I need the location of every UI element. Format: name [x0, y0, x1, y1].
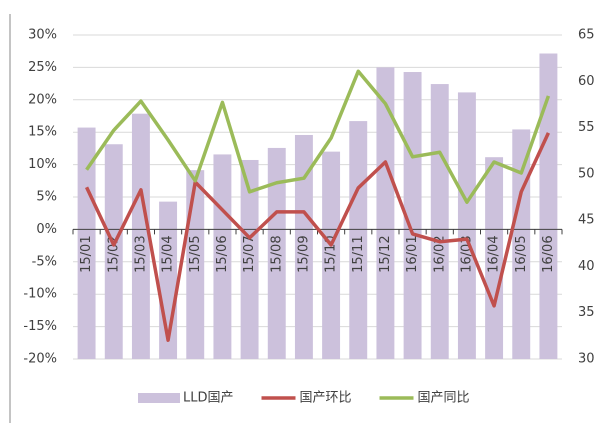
line [85, 132, 551, 342]
y2-tick-label: 45 [578, 213, 595, 228]
y-tick-label: 25% [28, 60, 57, 75]
bar [77, 127, 96, 359]
y2-tick-label: 30 [578, 352, 595, 367]
x-tick-label: 16/05 [514, 235, 529, 272]
x-tick-label: 15/03 [133, 235, 148, 272]
x-tick-label: 15/11 [351, 235, 366, 272]
legend-label: 国产环比 [300, 391, 352, 406]
bar [457, 92, 476, 359]
x-tick-label: 15/12 [378, 235, 393, 272]
x-tick-label: 16/06 [541, 235, 556, 272]
bar [267, 147, 286, 359]
y-tick-label: -10% [23, 287, 57, 302]
bar [349, 121, 368, 359]
y-tick-label: -20% [23, 352, 57, 367]
y2-tick-label: 50 [578, 166, 595, 181]
bar [403, 72, 422, 360]
bar [512, 129, 531, 359]
y2-tick-label: 35 [578, 305, 595, 320]
x-tick-label: 15/02 [106, 235, 121, 272]
legend-label: 国产同比 [418, 391, 470, 406]
y2-tick-label: 40 [578, 259, 595, 274]
y-tick-label: 5% [36, 190, 57, 205]
bar [322, 151, 341, 359]
bar [104, 144, 123, 359]
legend-swatch [138, 393, 180, 403]
y2-tick-label: 65 [578, 28, 595, 43]
y-tick-label: -5% [32, 254, 57, 269]
y-tick-label: 15% [28, 125, 57, 140]
x-tick-label: 15/01 [79, 235, 94, 272]
x-tick-label: 16/02 [432, 235, 447, 272]
line [85, 69, 551, 204]
bar [376, 67, 395, 360]
y-tick-label: 20% [28, 92, 57, 107]
x-tick-label: 15/09 [296, 235, 311, 272]
y-tick-label: 10% [28, 157, 57, 172]
bar [294, 134, 313, 359]
y-tick-label: 30% [28, 28, 57, 43]
x-tick-label: 16/04 [487, 235, 502, 272]
x-tick-label: 15/04 [161, 235, 176, 272]
y2-tick-label: 60 [578, 74, 595, 89]
y-tick-label: 0% [36, 222, 57, 237]
x-tick-label: 15/10 [324, 235, 339, 272]
y2-tick-label: 55 [578, 120, 595, 135]
bar [240, 159, 259, 359]
x-tick-label: 15/08 [269, 235, 284, 272]
bar [485, 157, 504, 359]
legend-label: LLD国产 [183, 391, 234, 406]
x-tick-label: 15/07 [242, 235, 257, 272]
x-tick-label: 15/06 [215, 235, 230, 272]
bar [539, 53, 558, 360]
bar [131, 113, 150, 359]
y-tick-label: -15% [23, 319, 57, 334]
bar [430, 84, 449, 359]
x-tick-label: 15/05 [188, 235, 203, 272]
x-tick-label: 16/01 [405, 235, 420, 272]
